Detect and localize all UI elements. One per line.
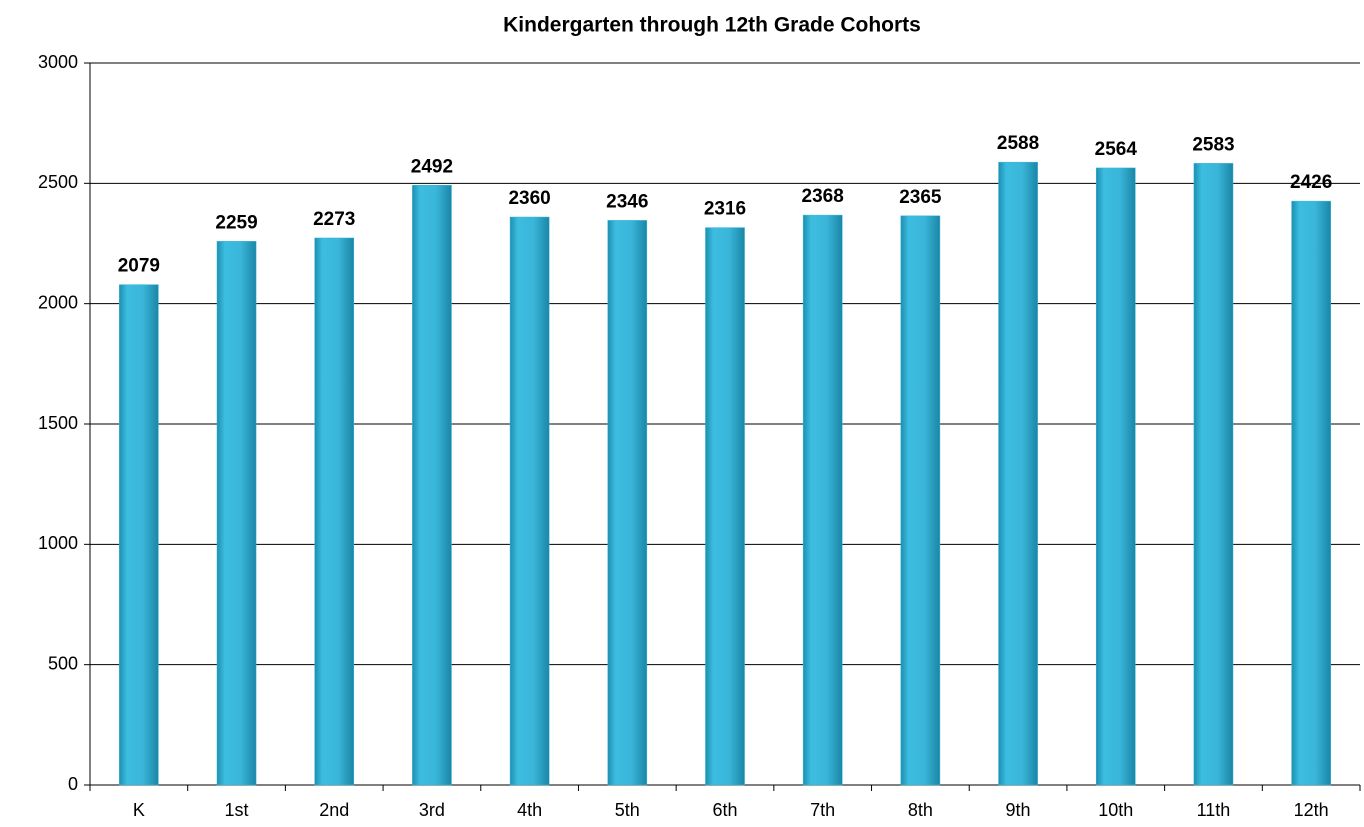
bar <box>1291 200 1331 786</box>
x-tick-label: 10th <box>1098 800 1133 820</box>
value-label: 2079 <box>118 256 160 277</box>
value-label: 2564 <box>1095 139 1138 160</box>
value-label: 2259 <box>215 212 257 233</box>
value-label: 2316 <box>704 199 746 220</box>
bar <box>119 284 159 786</box>
value-label: 2492 <box>411 156 453 177</box>
y-tick-label: 1500 <box>38 413 78 433</box>
value-label: 2360 <box>508 188 550 209</box>
x-tick-label: 1st <box>225 800 249 820</box>
chart-title: Kindergarten through 12th Grade Cohorts <box>503 14 921 37</box>
value-label: 2368 <box>802 186 844 207</box>
bar <box>1095 167 1136 786</box>
bar <box>802 214 843 786</box>
x-tick-label: 5th <box>615 800 640 820</box>
bar <box>509 216 550 786</box>
bar <box>412 185 452 786</box>
x-tick-label: 6th <box>712 800 737 820</box>
value-label: 2583 <box>1192 134 1234 155</box>
x-tick-label: 8th <box>908 800 933 820</box>
value-label: 2365 <box>899 187 942 208</box>
bar <box>900 215 941 786</box>
y-tick-label: 500 <box>48 653 78 673</box>
bar <box>1193 163 1234 786</box>
x-tick-label: 4th <box>517 800 542 820</box>
value-label: 2588 <box>997 133 1039 154</box>
bar <box>705 227 745 786</box>
x-tick-label: K <box>133 800 145 820</box>
x-tick-label: 7th <box>810 800 835 820</box>
value-label: 2426 <box>1290 172 1332 193</box>
x-tick-label: 9th <box>1006 800 1031 820</box>
value-label: 2273 <box>313 209 355 230</box>
bar <box>314 237 355 786</box>
value-label: 2346 <box>606 191 648 212</box>
x-tick-label: 11th <box>1197 800 1231 820</box>
y-tick-label: 1000 <box>38 533 78 553</box>
y-tick-label: 2000 <box>38 292 78 312</box>
y-tick-label: 2500 <box>38 172 78 192</box>
x-tick-label: 3rd <box>419 800 445 820</box>
x-tick-label: 2nd <box>319 800 349 820</box>
x-tick-label: 12th <box>1294 800 1329 820</box>
y-tick-label: 3000 <box>38 52 78 72</box>
bar <box>607 220 648 786</box>
y-tick-label: 0 <box>68 774 78 794</box>
bar <box>216 241 257 786</box>
bar <box>998 161 1038 786</box>
